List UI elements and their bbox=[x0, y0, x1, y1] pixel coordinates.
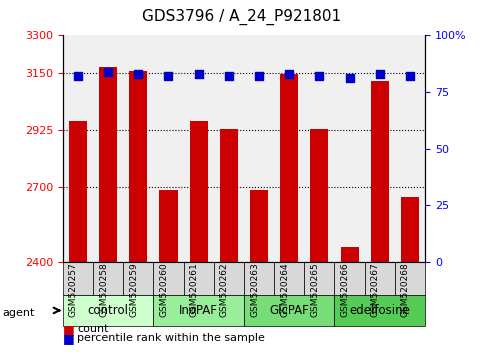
FancyBboxPatch shape bbox=[395, 262, 425, 295]
Text: GSM520258: GSM520258 bbox=[99, 263, 108, 317]
Point bbox=[165, 73, 172, 79]
Point bbox=[225, 73, 233, 79]
Text: GSM520265: GSM520265 bbox=[311, 263, 319, 317]
FancyBboxPatch shape bbox=[244, 262, 274, 295]
FancyBboxPatch shape bbox=[184, 262, 213, 295]
Text: GSM520266: GSM520266 bbox=[341, 263, 350, 317]
Text: GSM520257: GSM520257 bbox=[69, 263, 78, 317]
FancyBboxPatch shape bbox=[93, 262, 123, 295]
Text: GSM520260: GSM520260 bbox=[159, 263, 169, 317]
Text: agent: agent bbox=[2, 308, 35, 318]
FancyBboxPatch shape bbox=[244, 295, 334, 326]
FancyBboxPatch shape bbox=[63, 262, 93, 295]
FancyBboxPatch shape bbox=[304, 262, 334, 295]
Point bbox=[406, 73, 414, 79]
Text: control: control bbox=[87, 304, 128, 317]
FancyBboxPatch shape bbox=[365, 262, 395, 295]
FancyBboxPatch shape bbox=[154, 262, 184, 295]
Text: ■: ■ bbox=[63, 323, 74, 336]
FancyBboxPatch shape bbox=[63, 295, 154, 326]
Bar bbox=[189, 121, 208, 262]
FancyBboxPatch shape bbox=[274, 262, 304, 295]
FancyBboxPatch shape bbox=[213, 262, 244, 295]
FancyBboxPatch shape bbox=[123, 262, 154, 295]
Text: GSM520263: GSM520263 bbox=[250, 263, 259, 317]
Text: percentile rank within the sample: percentile rank within the sample bbox=[77, 333, 265, 343]
Bar bbox=[99, 67, 117, 262]
Text: ■: ■ bbox=[63, 332, 74, 344]
Point bbox=[376, 71, 384, 77]
Text: GSM520259: GSM520259 bbox=[129, 263, 138, 317]
Text: InoPAF: InoPAF bbox=[179, 304, 218, 317]
Point bbox=[255, 73, 263, 79]
FancyBboxPatch shape bbox=[334, 262, 365, 295]
Bar bbox=[250, 190, 268, 262]
Bar bbox=[311, 129, 328, 262]
Bar bbox=[401, 197, 419, 262]
Text: GSM520267: GSM520267 bbox=[371, 263, 380, 317]
Point bbox=[315, 73, 323, 79]
Point bbox=[74, 73, 82, 79]
Bar bbox=[129, 71, 147, 262]
FancyBboxPatch shape bbox=[334, 295, 425, 326]
Point bbox=[195, 71, 202, 77]
Text: GDS3796 / A_24_P921801: GDS3796 / A_24_P921801 bbox=[142, 8, 341, 25]
Bar bbox=[371, 81, 389, 262]
Text: GSM520262: GSM520262 bbox=[220, 263, 229, 317]
Point bbox=[285, 71, 293, 77]
FancyBboxPatch shape bbox=[154, 295, 244, 326]
Bar bbox=[220, 129, 238, 262]
Bar bbox=[69, 121, 87, 262]
Text: GlcPAF: GlcPAF bbox=[270, 304, 309, 317]
Text: GSM520264: GSM520264 bbox=[280, 263, 289, 317]
Point bbox=[134, 71, 142, 77]
Text: edelfosine: edelfosine bbox=[349, 304, 410, 317]
Text: GSM520268: GSM520268 bbox=[401, 263, 410, 317]
Point bbox=[104, 69, 112, 74]
Bar bbox=[341, 247, 358, 262]
Bar bbox=[280, 74, 298, 262]
Bar bbox=[159, 190, 178, 262]
Text: count: count bbox=[77, 324, 109, 334]
Text: GSM520261: GSM520261 bbox=[190, 263, 199, 317]
Point bbox=[346, 76, 354, 81]
